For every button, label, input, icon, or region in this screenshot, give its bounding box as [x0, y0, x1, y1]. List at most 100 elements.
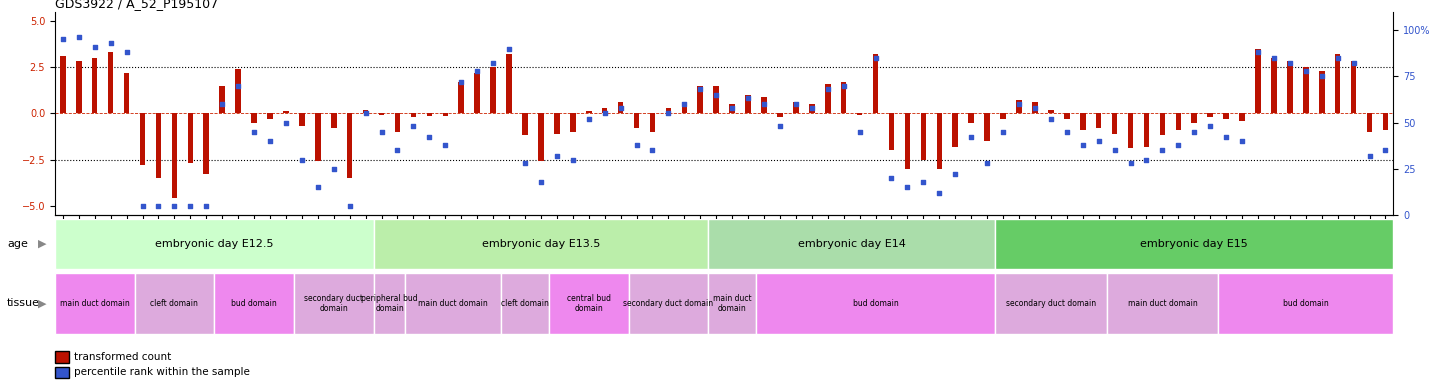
Bar: [1207, 113, 1213, 117]
Point: [243, 129, 266, 135]
Bar: [315, 113, 321, 161]
Point: [1008, 101, 1031, 107]
Bar: [406, 273, 501, 334]
Text: bud domain: bud domain: [231, 299, 277, 308]
Text: embryonic day E12.5: embryonic day E12.5: [155, 239, 273, 249]
Bar: [458, 82, 464, 113]
Bar: [491, 67, 495, 113]
Bar: [757, 273, 995, 334]
Text: main duct
domain: main duct domain: [713, 294, 751, 313]
Bar: [172, 113, 178, 199]
Point: [401, 123, 425, 129]
Point: [1071, 142, 1095, 148]
Bar: [140, 113, 146, 165]
Bar: [554, 113, 560, 134]
Bar: [347, 113, 352, 178]
Point: [895, 184, 918, 190]
Bar: [1334, 54, 1340, 113]
Point: [354, 110, 377, 116]
Bar: [995, 273, 1106, 334]
Bar: [708, 219, 995, 269]
Bar: [729, 104, 735, 113]
Point: [1357, 153, 1380, 159]
Point: [1373, 147, 1396, 153]
Bar: [1144, 113, 1149, 147]
Point: [1103, 147, 1126, 153]
Point: [1310, 73, 1333, 79]
Point: [832, 83, 855, 89]
Text: embryonic day E15: embryonic day E15: [1141, 239, 1248, 249]
Bar: [1017, 100, 1022, 113]
Bar: [713, 86, 719, 113]
Point: [179, 203, 202, 209]
Point: [1151, 147, 1174, 153]
Bar: [937, 113, 941, 169]
Bar: [953, 113, 957, 147]
Bar: [1064, 113, 1070, 119]
Bar: [1175, 113, 1181, 130]
Text: bud domain: bud domain: [852, 299, 898, 308]
Bar: [921, 113, 926, 159]
Bar: [1080, 113, 1086, 130]
Point: [52, 36, 75, 42]
Bar: [410, 113, 416, 117]
Bar: [856, 113, 862, 115]
Point: [848, 129, 871, 135]
Point: [1230, 138, 1253, 144]
Text: bud domain: bud domain: [1282, 299, 1328, 308]
Point: [227, 83, 250, 89]
Bar: [134, 273, 214, 334]
Point: [338, 203, 361, 209]
Bar: [602, 108, 608, 113]
Bar: [777, 113, 783, 117]
Point: [784, 101, 807, 107]
Bar: [235, 69, 241, 113]
Point: [530, 179, 553, 185]
Bar: [204, 113, 209, 174]
Point: [864, 55, 887, 61]
Text: main duct domain: main duct domain: [1128, 299, 1197, 308]
Bar: [61, 56, 65, 113]
Point: [593, 110, 617, 116]
Bar: [374, 219, 708, 269]
Text: main duct domain: main duct domain: [419, 299, 488, 308]
Text: embryonic day E14: embryonic day E14: [797, 239, 905, 249]
Bar: [507, 54, 511, 113]
Point: [944, 171, 967, 177]
Bar: [124, 73, 130, 113]
Point: [163, 203, 186, 209]
Bar: [77, 61, 81, 113]
Bar: [1350, 61, 1356, 113]
Bar: [969, 113, 973, 122]
Bar: [1191, 113, 1197, 122]
Bar: [501, 273, 549, 334]
Text: secondary duct domain: secondary duct domain: [1006, 299, 1096, 308]
Bar: [214, 273, 295, 334]
Bar: [219, 86, 225, 113]
Bar: [442, 113, 448, 116]
Point: [816, 86, 839, 92]
Point: [1214, 134, 1238, 141]
Point: [1294, 68, 1317, 74]
Bar: [650, 113, 656, 132]
Point: [147, 203, 170, 209]
Point: [1056, 129, 1079, 135]
Point: [417, 134, 440, 141]
Bar: [475, 73, 479, 113]
Point: [84, 44, 107, 50]
Point: [609, 105, 632, 111]
Bar: [793, 102, 799, 113]
Point: [673, 101, 696, 107]
Point: [100, 40, 123, 46]
Bar: [283, 111, 289, 113]
Text: transformed count: transformed count: [74, 352, 170, 362]
Bar: [299, 113, 305, 126]
Point: [800, 105, 823, 111]
Bar: [761, 97, 767, 113]
Bar: [251, 113, 257, 122]
Bar: [55, 219, 374, 269]
Point: [131, 203, 155, 209]
Point: [721, 105, 744, 111]
Point: [705, 92, 728, 98]
Bar: [682, 104, 687, 113]
